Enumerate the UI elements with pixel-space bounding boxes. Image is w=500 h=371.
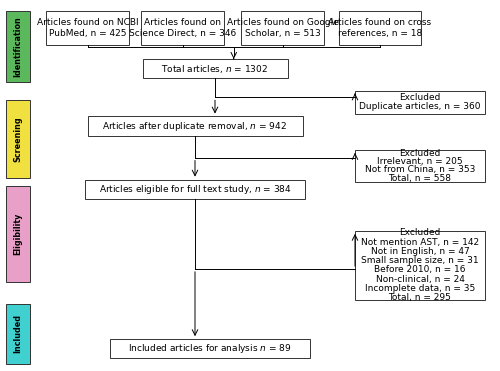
Text: Identification: Identification	[14, 16, 22, 77]
Text: Non-clinical, n = 24: Non-clinical, n = 24	[376, 275, 464, 284]
Text: Not from China, n = 353: Not from China, n = 353	[365, 165, 475, 174]
FancyBboxPatch shape	[355, 231, 485, 300]
Text: Included: Included	[14, 314, 22, 354]
FancyBboxPatch shape	[6, 304, 30, 364]
Text: Articles found on cross
references, n = 18: Articles found on cross references, n = …	[328, 17, 432, 38]
FancyBboxPatch shape	[6, 186, 30, 282]
Text: Articles found on Google
Scholar, n = 513: Articles found on Google Scholar, n = 51…	[226, 17, 338, 38]
Text: Duplicate articles, n = 360: Duplicate articles, n = 360	[359, 102, 481, 111]
Text: Before 2010, n = 16: Before 2010, n = 16	[374, 265, 466, 275]
Text: Excluded: Excluded	[400, 149, 440, 158]
Text: Not mention AST, n = 142: Not mention AST, n = 142	[361, 237, 479, 247]
Text: Total articles, $n$ = 1302: Total articles, $n$ = 1302	[162, 63, 268, 75]
Text: Total, n = 558: Total, n = 558	[388, 174, 452, 183]
FancyBboxPatch shape	[110, 339, 310, 358]
Text: Included articles for analysis $n$ = 89: Included articles for analysis $n$ = 89	[128, 342, 292, 355]
FancyBboxPatch shape	[6, 100, 30, 178]
Text: Eligibility: Eligibility	[14, 213, 22, 255]
Text: Excluded: Excluded	[400, 228, 440, 237]
FancyBboxPatch shape	[355, 91, 485, 114]
Text: Excluded: Excluded	[400, 93, 440, 102]
FancyBboxPatch shape	[46, 11, 129, 45]
Text: Not in English, n = 47: Not in English, n = 47	[370, 247, 470, 256]
FancyBboxPatch shape	[339, 11, 421, 45]
Text: Articles after duplicate removal, $n$ = 942: Articles after duplicate removal, $n$ = …	[102, 119, 288, 133]
Text: Incomplete data, n = 35: Incomplete data, n = 35	[365, 284, 475, 293]
Text: Articles found on NCBI
PubMed, n = 425: Articles found on NCBI PubMed, n = 425	[36, 17, 138, 38]
Text: Screening: Screening	[14, 116, 22, 162]
Text: Total, n = 295: Total, n = 295	[388, 293, 452, 302]
FancyBboxPatch shape	[241, 11, 324, 45]
FancyBboxPatch shape	[355, 150, 485, 181]
FancyBboxPatch shape	[142, 59, 288, 78]
Text: Small sample size, n = 31: Small sample size, n = 31	[361, 256, 479, 265]
FancyBboxPatch shape	[6, 11, 30, 82]
FancyBboxPatch shape	[85, 180, 305, 199]
Text: Articles found on
Science Direct, n = 346: Articles found on Science Direct, n = 34…	[129, 17, 236, 38]
FancyBboxPatch shape	[142, 11, 224, 45]
Text: Irrelevant, n = 205: Irrelevant, n = 205	[377, 157, 463, 166]
FancyBboxPatch shape	[88, 116, 302, 136]
Text: Articles eligible for full text study, $n$ = 384: Articles eligible for full text study, $…	[98, 183, 292, 196]
